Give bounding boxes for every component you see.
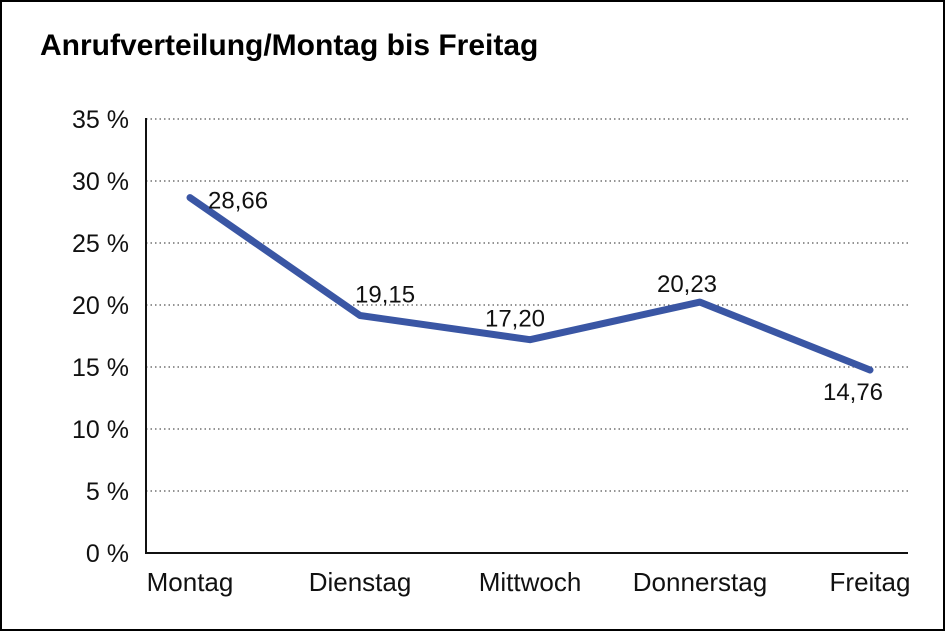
data-point-label: 19,15	[355, 282, 415, 309]
x-axis-label: Montag	[147, 567, 234, 597]
x-axis-label: Mittwoch	[479, 567, 582, 597]
data-point-label: 28,66	[208, 188, 268, 215]
y-tick-label: 15 %	[72, 354, 129, 382]
data-point-label: 20,23	[657, 271, 717, 298]
y-tick-label: 25 %	[72, 230, 129, 258]
x-axis-label: Donnerstag	[633, 567, 767, 597]
data-point-label: 17,20	[485, 306, 545, 333]
chart-title: Anrufverteilung/Montag bis Freitag	[40, 29, 539, 62]
data-point-label: 14,76	[823, 379, 883, 406]
x-axis-label: Dienstag	[309, 567, 412, 597]
y-tick-label: 10 %	[72, 416, 129, 444]
data-series-line	[186, 194, 874, 374]
x-axis-label: Freitag	[830, 567, 911, 597]
y-tick-label: 5 %	[86, 478, 129, 506]
y-tick-label: 20 %	[72, 292, 129, 320]
y-tick-label: 35 %	[72, 106, 129, 134]
y-tick-label: 0 %	[86, 540, 129, 568]
y-tick-label: 30 %	[72, 168, 129, 196]
